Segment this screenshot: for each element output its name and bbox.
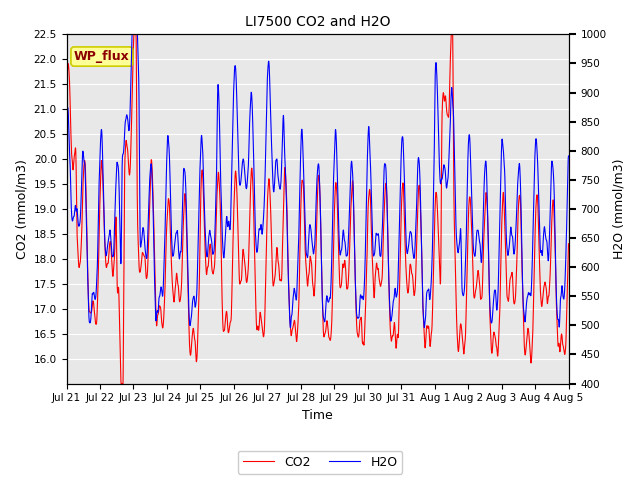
CO2 <box>63 78 70 84</box>
H2O <box>287 324 294 330</box>
H2O <box>385 294 393 300</box>
X-axis label: Time: Time <box>302 409 333 422</box>
Y-axis label: CO2 (mmol/m3): CO2 (mmol/m3) <box>15 159 28 259</box>
CO2 <box>130 32 138 37</box>
CO2 <box>385 299 393 305</box>
H2O <box>287 325 294 331</box>
CO2 <box>117 381 125 386</box>
CO2 <box>287 324 294 329</box>
Line: CO2: CO2 <box>67 35 568 384</box>
CO2 <box>127 153 134 159</box>
CO2 <box>326 336 333 341</box>
H2O <box>564 153 572 159</box>
H2O <box>63 113 70 119</box>
H2O <box>127 94 134 99</box>
CO2 <box>564 241 572 247</box>
H2O <box>128 32 136 37</box>
Line: H2O: H2O <box>67 35 568 328</box>
CO2 <box>408 268 415 274</box>
Legend: CO2, H2O: CO2, H2O <box>237 451 403 474</box>
H2O <box>282 182 290 188</box>
H2O <box>326 295 333 301</box>
Text: WP_flux: WP_flux <box>74 50 130 63</box>
H2O <box>408 230 415 236</box>
CO2 <box>282 181 290 187</box>
Y-axis label: H2O (mmol/m3): H2O (mmol/m3) <box>612 159 625 259</box>
Title: LI7500 CO2 and H2O: LI7500 CO2 and H2O <box>244 15 390 29</box>
